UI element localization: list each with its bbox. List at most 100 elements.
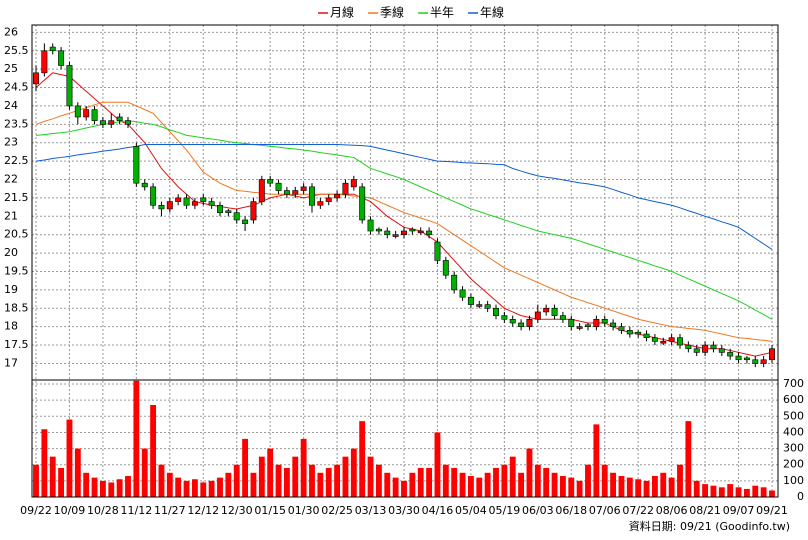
volume-bar: [501, 464, 508, 497]
y2-tick-label: 100: [783, 474, 804, 487]
x-tick-label: 04/16: [422, 504, 454, 517]
candle-body: [743, 357, 750, 361]
volume-bar: [83, 472, 90, 497]
volume-bar: [434, 432, 441, 497]
candle-body: [191, 201, 198, 206]
volume-bar: [559, 476, 566, 497]
x-tick-label: 01/30: [288, 504, 320, 517]
volume-bar: [467, 476, 474, 497]
y2-tick-label: 0: [797, 490, 804, 503]
volume-bar: [401, 480, 407, 497]
candle-body: [735, 355, 742, 361]
volume-bar: [275, 464, 282, 497]
y-tick-label: 25: [4, 62, 18, 75]
y-tick-label: 22.5: [4, 154, 29, 167]
volume-bar: [208, 480, 215, 497]
volume-bar: [125, 476, 131, 497]
volume-bar: [718, 487, 725, 497]
volume-bar: [183, 480, 190, 497]
ma-line: [35, 120, 773, 320]
x-tick-label: 02/25: [321, 504, 353, 517]
x-tick-label: 06/03: [522, 504, 554, 517]
candle-body: [476, 304, 483, 307]
candle-body: [593, 319, 600, 327]
candle-body: [509, 319, 516, 324]
candle-body: [217, 204, 223, 213]
y-tick-label: 18.5: [4, 301, 29, 314]
x-tick-label: 03/13: [355, 504, 387, 517]
candle-body: [99, 120, 106, 125]
candle-body: [585, 324, 591, 327]
volume-bar: [668, 477, 675, 497]
candle-body: [317, 201, 324, 206]
x-tick-label: 12/12: [187, 504, 219, 517]
volume-bar: [459, 472, 466, 497]
candle-body: [242, 219, 249, 224]
volume-bar: [292, 456, 299, 497]
volume-bar: [325, 467, 332, 497]
x-tick-label: 05/04: [455, 504, 487, 517]
candle-body: [559, 315, 566, 320]
candle-body: [108, 120, 115, 125]
volume-bar: [601, 464, 608, 497]
y-tick-label: 21: [4, 209, 18, 222]
volume-bar: [334, 464, 341, 497]
candle-body: [551, 307, 558, 316]
y2-tick-label: 600: [783, 393, 804, 406]
candle-body: [710, 344, 717, 350]
candle-body: [434, 241, 441, 261]
candle-body: [141, 182, 148, 188]
volume-bar: [200, 482, 207, 497]
y-tick-label: 26: [4, 25, 18, 38]
volume-bar: [585, 464, 591, 497]
x-tick-label: 12/30: [221, 504, 253, 517]
candle-body: [451, 274, 458, 291]
candle-body: [267, 179, 274, 184]
volume-bar: [710, 485, 717, 497]
y-tick-label: 24: [4, 99, 18, 112]
candle-body: [350, 179, 357, 188]
candle-body: [83, 109, 90, 118]
volume-bar: [258, 456, 265, 497]
x-tick-label: 09/21: [756, 504, 788, 517]
volume-bar: [518, 472, 525, 497]
y-tick-label: 21.5: [4, 191, 29, 204]
volume-bar: [350, 448, 357, 497]
candle-body: [409, 228, 416, 232]
legend-label: 季線: [380, 5, 404, 20]
volume-bar: [484, 472, 491, 497]
candle-body: [175, 197, 182, 202]
candle-body: [752, 359, 759, 364]
candle-body: [342, 182, 349, 195]
volume-bar: [493, 467, 499, 497]
y2-tick-label: 400: [783, 425, 804, 438]
volume-bar: [233, 464, 240, 497]
candle-body: [501, 315, 508, 320]
candle-body: [309, 186, 315, 206]
candle-body: [375, 228, 382, 232]
volume-bar: [33, 464, 39, 497]
candle-body: [258, 179, 265, 202]
volume-bar: [702, 484, 709, 497]
candle-body: [718, 348, 725, 353]
y2-tick-label: 300: [783, 442, 804, 455]
candle-body: [58, 50, 65, 66]
candle-body: [150, 186, 157, 206]
volume-bar: [526, 448, 533, 497]
volume-bar: [409, 472, 416, 497]
volume-bar: [384, 472, 391, 497]
x-tick-label: 08/06: [656, 504, 688, 517]
y-tick-label: 23.5: [4, 117, 29, 130]
candle-body: [568, 319, 575, 327]
x-tick-label: 11/27: [154, 504, 186, 517]
candle-body: [668, 337, 675, 342]
candle-body: [651, 337, 658, 342]
x-tick-label: 07/22: [622, 504, 654, 517]
candle-body: [367, 219, 374, 232]
volume-bar: [166, 472, 173, 497]
y-tick-label: 20.5: [4, 228, 29, 241]
volume-bar: [451, 467, 458, 497]
y-tick-label: 18: [4, 320, 18, 333]
candle-body: [484, 304, 491, 309]
candle-body: [225, 210, 232, 213]
